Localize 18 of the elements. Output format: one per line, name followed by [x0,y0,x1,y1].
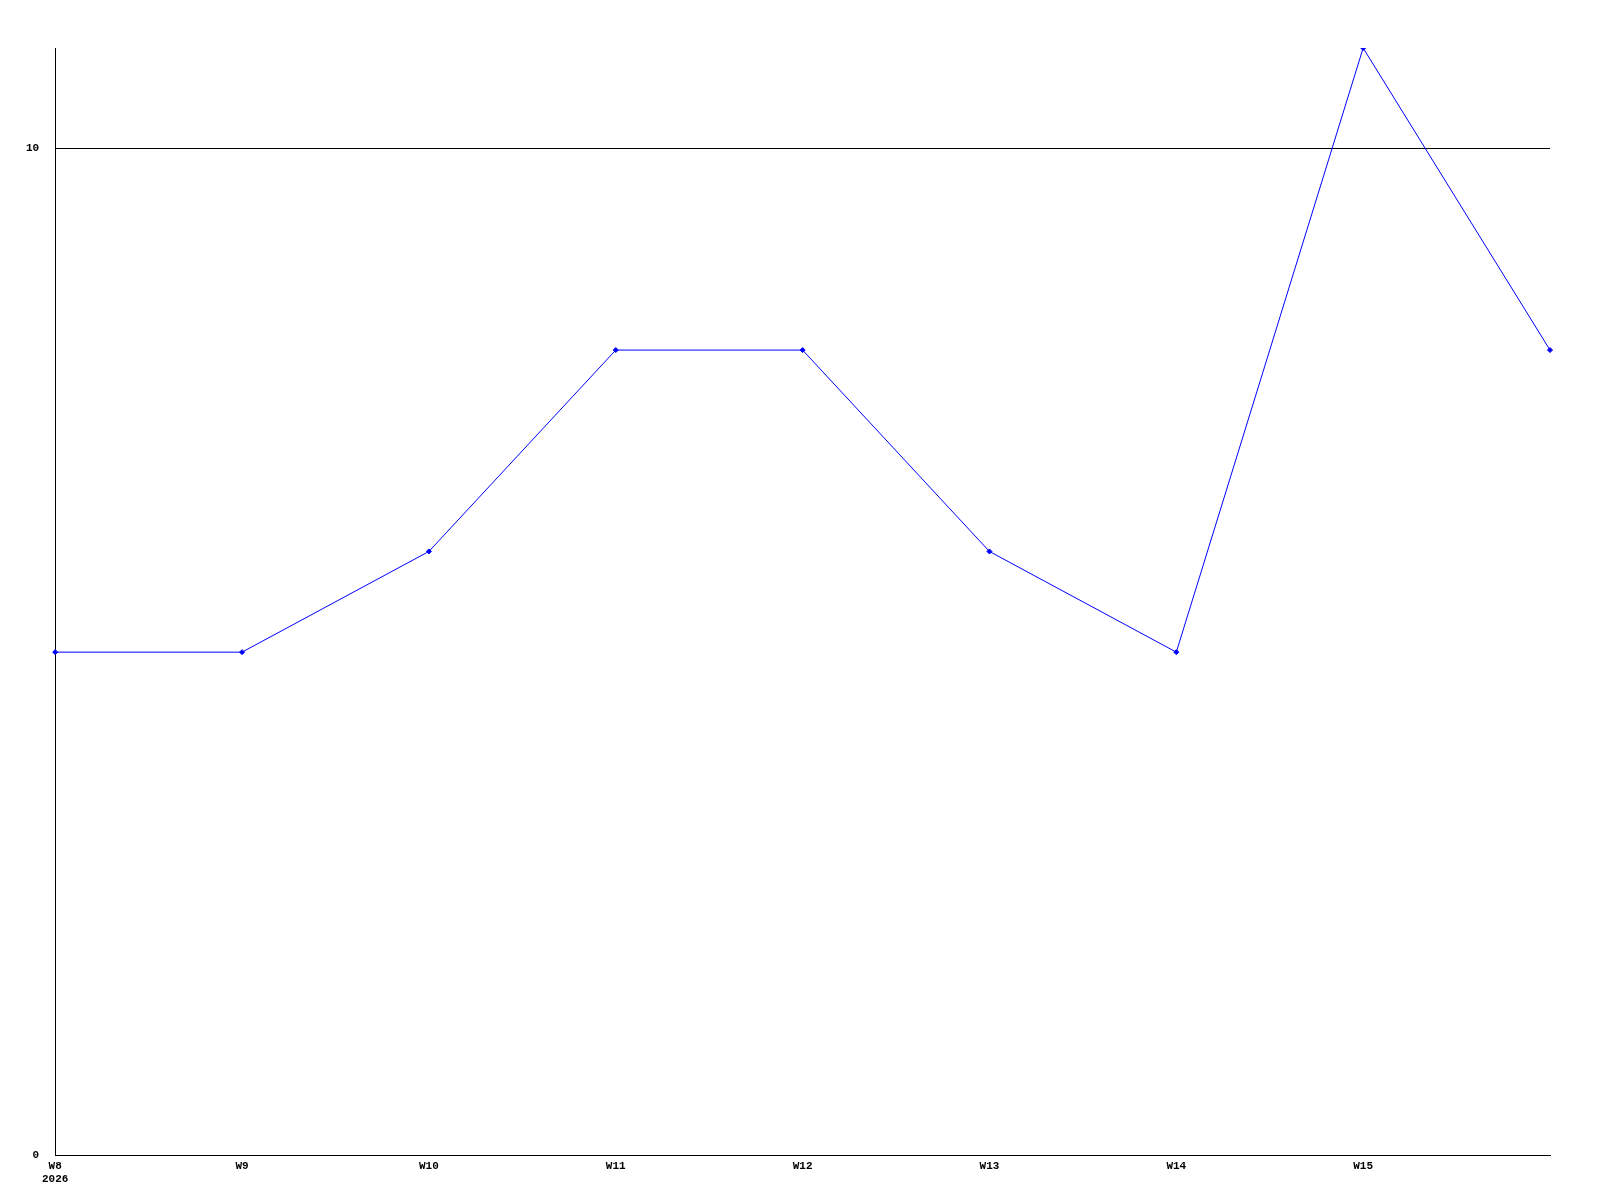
y-tick-label: 10 [26,142,40,155]
x-tick-label: W14 [1166,1159,1187,1172]
point [986,548,993,555]
y-tick-label: 0 [32,1149,40,1162]
x-tick-label: W15 [1353,1159,1374,1172]
x-tick-label: W8 2026 [42,1159,69,1186]
x-tick-label: W11 [605,1159,627,1172]
x-tick-label: W12 [792,1159,813,1172]
x-tick-label: W9 [235,1159,249,1172]
point [425,548,432,555]
x-tick-label: W10 [419,1159,439,1172]
point [1173,649,1180,656]
point [1547,347,1553,354]
point [52,649,59,656]
point [612,347,619,354]
x-tick-label: W13 [979,1159,1000,1172]
point [799,347,806,354]
point [239,649,246,656]
